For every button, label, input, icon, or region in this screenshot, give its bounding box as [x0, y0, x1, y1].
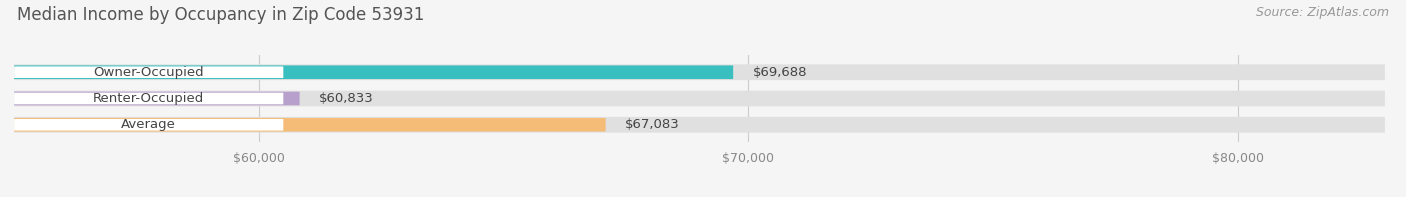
FancyBboxPatch shape [14, 66, 284, 78]
FancyBboxPatch shape [14, 65, 733, 79]
FancyBboxPatch shape [14, 119, 284, 131]
Text: $67,083: $67,083 [626, 118, 681, 131]
Text: Median Income by Occupancy in Zip Code 53931: Median Income by Occupancy in Zip Code 5… [17, 6, 425, 24]
Text: Average: Average [121, 118, 176, 131]
Text: $69,688: $69,688 [752, 66, 807, 79]
FancyBboxPatch shape [14, 93, 284, 104]
Text: Source: ZipAtlas.com: Source: ZipAtlas.com [1256, 6, 1389, 19]
FancyBboxPatch shape [14, 117, 1385, 133]
FancyBboxPatch shape [14, 118, 606, 132]
FancyBboxPatch shape [14, 92, 299, 105]
Text: $60,833: $60,833 [319, 92, 374, 105]
FancyBboxPatch shape [14, 91, 1385, 106]
FancyBboxPatch shape [14, 64, 1385, 80]
Text: Renter-Occupied: Renter-Occupied [93, 92, 204, 105]
Text: Owner-Occupied: Owner-Occupied [93, 66, 204, 79]
